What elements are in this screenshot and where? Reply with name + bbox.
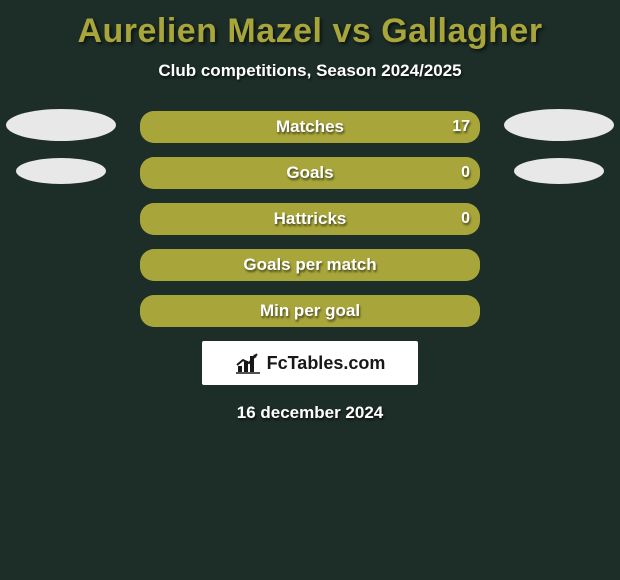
stat-bar: Hattricks0 bbox=[140, 203, 480, 235]
stat-rows: Matches17Goals0Hattricks0Goals per match… bbox=[0, 111, 620, 327]
watermark-text: FcTables.com bbox=[267, 353, 386, 374]
stat-label: Matches bbox=[140, 111, 480, 143]
player-left-avatar bbox=[6, 109, 116, 141]
stat-value-right: 17 bbox=[452, 111, 470, 143]
page-subtitle: Club competitions, Season 2024/2025 bbox=[0, 61, 620, 111]
stat-bar: Goals per match bbox=[140, 249, 480, 281]
date-label: 16 december 2024 bbox=[0, 403, 620, 423]
page-title: Aurelien Mazel vs Gallagher bbox=[0, 6, 620, 61]
player-right-avatar bbox=[514, 158, 604, 184]
watermark: FcTables.com bbox=[202, 341, 418, 385]
stat-label: Hattricks bbox=[140, 203, 480, 235]
comparison-container: Aurelien Mazel vs Gallagher Club competi… bbox=[0, 0, 620, 423]
stat-value-right: 0 bbox=[461, 203, 470, 235]
chart-icon bbox=[235, 352, 261, 374]
stat-bar: Min per goal bbox=[140, 295, 480, 327]
stat-label: Min per goal bbox=[140, 295, 480, 327]
stat-row: Goals0 bbox=[0, 157, 620, 189]
stat-row: Hattricks0 bbox=[0, 203, 620, 235]
stat-row: Matches17 bbox=[0, 111, 620, 143]
stat-value-right: 0 bbox=[461, 157, 470, 189]
stat-label: Goals bbox=[140, 157, 480, 189]
stat-row: Goals per match bbox=[0, 249, 620, 281]
player-left-avatar bbox=[16, 158, 106, 184]
player-right-avatar bbox=[504, 109, 614, 141]
stat-bar: Goals0 bbox=[140, 157, 480, 189]
stat-row: Min per goal bbox=[0, 295, 620, 327]
stat-label: Goals per match bbox=[140, 249, 480, 281]
stat-bar: Matches17 bbox=[140, 111, 480, 143]
